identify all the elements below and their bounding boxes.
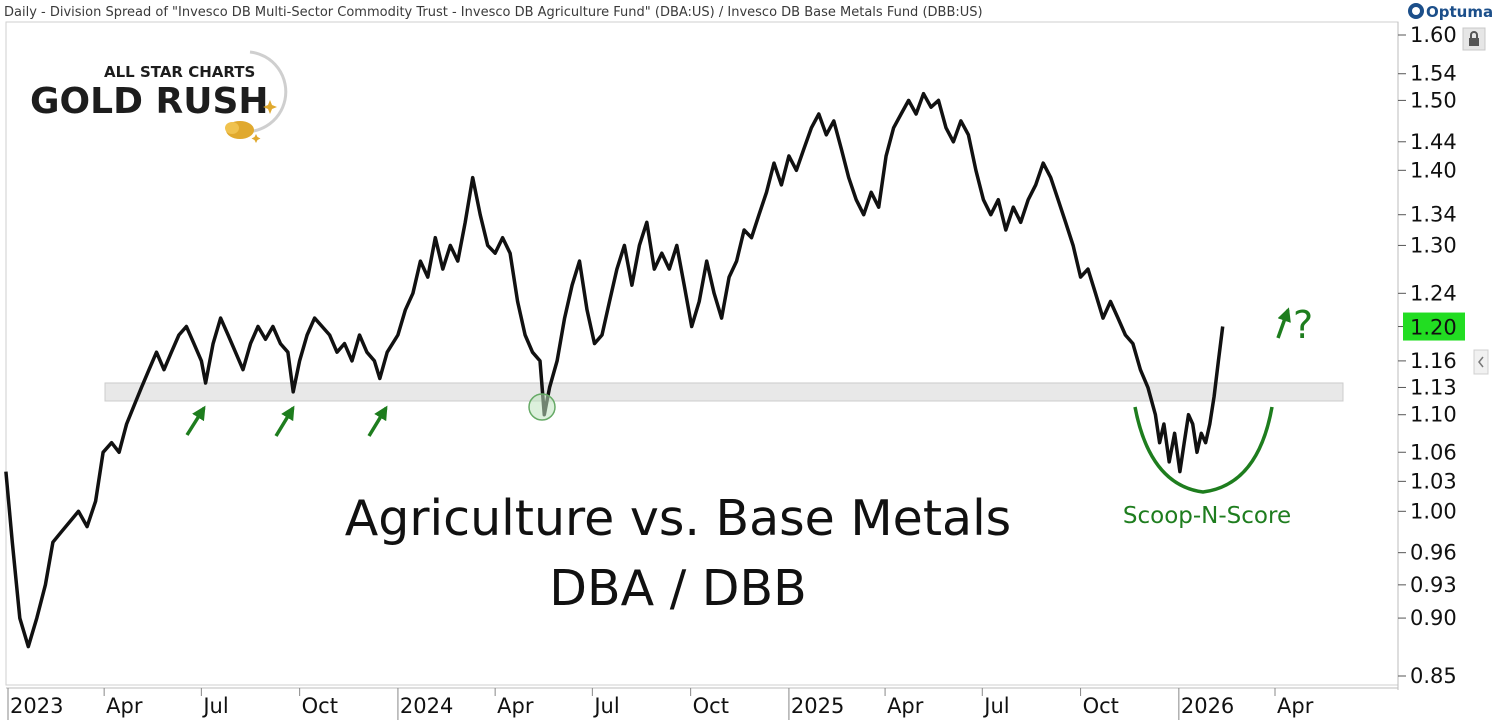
x-tick-label: 2025 [791, 694, 844, 718]
breakout-arrow [1276, 307, 1291, 339]
y-tick-label: 1.50 [1410, 88, 1457, 112]
x-tick-label: 2024 [400, 694, 453, 718]
x-tick-label: Apr [106, 694, 143, 718]
y-tick-label: 0.90 [1410, 606, 1457, 630]
support-test-arrows [185, 307, 1291, 437]
x-tick-label: Jul [982, 694, 1009, 718]
lock-icon[interactable] [1462, 27, 1486, 51]
optuma-brand: Optuma [1426, 3, 1492, 21]
support-test-arrow-1 [185, 405, 206, 436]
y-axis: 1.60 1.541.50 1.44 1.40 1.34 1.30 1.24 1.161.13… [1398, 23, 1457, 688]
support-test-arrow-2 [274, 405, 295, 437]
y-tick-label: 1.34 [1410, 203, 1457, 227]
y-tick-label: 1.03 [1410, 469, 1457, 493]
y-tick-label: 1.16 [1410, 349, 1457, 373]
x-tick-label: Oct [693, 694, 729, 718]
y-tick-label: 1.24 [1410, 281, 1457, 305]
series-line-0 [4, 91, 1225, 649]
y-tick-label: 0.85 [1410, 664, 1457, 688]
svg-text:ALL STAR CHARTS: ALL STAR CHARTS [104, 63, 255, 81]
x-tick-label: Jul [201, 694, 228, 718]
y-tick-label: 1.10 [1410, 403, 1457, 427]
x-tick-label: Oct [302, 694, 338, 718]
scoop-curve [1133, 406, 1274, 494]
optuma-logo: Optuma [1408, 3, 1492, 21]
chart-title: Agriculture vs. Base Metals [345, 490, 1011, 547]
y-tick-label: 1.00 [1410, 499, 1457, 523]
x-tick-label: 2026 [1181, 694, 1234, 718]
support-test-arrow-3 [367, 405, 388, 437]
breakdown-circle [528, 393, 556, 421]
y-tick-label: 1.13 [1410, 375, 1457, 399]
y-tick-label: 1.30 [1410, 233, 1457, 257]
x-tick-label: Apr [887, 694, 924, 718]
series-layer [4, 91, 1225, 649]
chart-subtitle: DBA / DBB [549, 560, 807, 617]
collapse-panel-icon[interactable] [1473, 349, 1489, 375]
x-tick-label: 2023 [10, 694, 63, 718]
x-axis: 2023 Apr Jul Oct 2024 Apr Jul Oct 2025 Apr Jul Oct 2… [7, 688, 1314, 720]
y-tick-label: 0.93 [1410, 573, 1457, 597]
x-tick-label: Jul [592, 694, 619, 718]
x-tick-label: Oct [1083, 694, 1119, 718]
y-tick-label: 0.96 [1410, 541, 1457, 565]
y-tick-label: 1.54 [1410, 62, 1457, 86]
x-tick-label: Apr [497, 694, 534, 718]
support-zone [104, 382, 1344, 402]
y-tick-label: 1.60 [1410, 23, 1457, 47]
y-tick-label: 1.44 [1410, 130, 1457, 154]
last-value-badge: 1.20 [1403, 312, 1465, 341]
y-tick-label: 1.40 [1410, 158, 1457, 182]
chart-header: Daily - Division Spread of "Invesco DB M… [4, 5, 983, 20]
svg-text:GOLD RUSH: GOLD RUSH [30, 81, 269, 122]
scoop-n-score-label: Scoop-N-Score [1123, 503, 1291, 529]
gold-rush-logo: ALL STAR CHARTS GOLD RUSH [30, 50, 288, 143]
last-value-label: 1.20 [1410, 316, 1457, 340]
y-tick-label: 1.06 [1410, 440, 1457, 464]
question-mark: ? [1293, 303, 1313, 347]
x-tick-label: Apr [1277, 694, 1314, 718]
